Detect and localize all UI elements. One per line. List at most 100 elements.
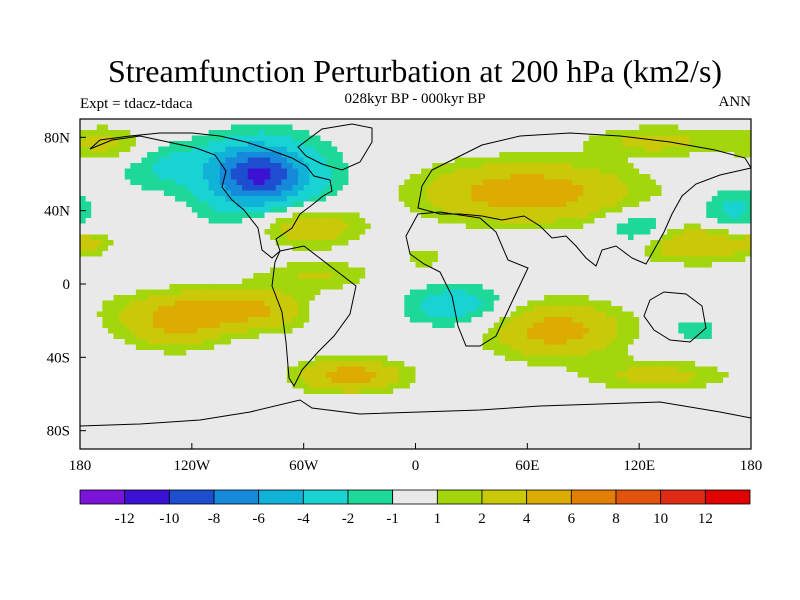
field-cell [432,179,439,186]
field-cell [572,201,579,208]
field-cell [286,212,294,219]
field-cell [723,174,730,181]
field-cell [695,135,702,142]
field-cell [577,328,584,335]
field-cell [706,306,713,313]
field-cell [191,168,199,175]
field-cell [314,124,322,131]
field-cell [516,306,523,313]
field-cell [689,141,696,148]
field-cell [107,322,115,329]
field-cell [348,311,355,318]
field-cell [409,245,417,252]
field-cell [560,190,568,197]
field-cell [236,168,243,175]
field-cell [460,262,467,269]
field-cell [113,322,120,329]
field-cell [711,278,719,285]
field-cell [538,240,545,247]
field-cell [270,229,277,236]
field-cell [616,119,623,126]
field-cell [409,295,417,302]
field-cell [225,344,232,351]
field-cell [359,256,366,263]
field-cell [499,240,506,247]
field-cell [639,339,646,346]
field-cell [588,256,596,263]
field-cell [426,218,433,225]
field-cell [622,196,629,203]
field-cell [611,245,618,252]
field-cell [96,262,103,269]
field-cell [482,229,489,236]
field-cell [180,322,187,329]
field-cell [510,135,517,142]
field-cell [404,306,411,313]
field-cell [706,267,713,274]
field-cell [655,311,663,318]
field-cell [398,146,405,153]
field-cell [353,251,361,258]
field-cell [175,157,182,164]
field-cell [96,218,103,225]
field-cell [499,295,506,302]
field-cell [689,223,696,230]
field-cell [521,223,528,230]
field-cell [465,306,473,313]
field-cell [107,300,115,307]
field-cell [460,322,467,329]
field-cell [588,245,596,252]
field-cell [96,163,103,170]
field-cell [258,196,266,203]
field-cell [169,256,176,263]
field-cell [309,306,316,313]
field-cell [253,152,260,159]
field-cell [728,229,735,236]
field-cell [622,124,629,131]
field-cell [639,262,646,269]
field-cell [437,146,445,153]
field-cell [320,196,327,203]
field-cell [577,245,584,252]
field-cell [683,256,691,263]
field-cell [409,135,417,142]
field-cell [633,251,640,258]
field-cell [409,218,417,225]
field-cell [225,289,232,296]
field-cell [706,130,713,137]
field-cell [163,322,171,329]
field-cell [504,124,512,131]
field-cell [477,262,484,269]
field-cell [583,256,590,263]
field-cell [320,317,327,324]
field-cell [700,201,707,208]
field-cell [409,130,417,137]
field-cell [314,146,322,153]
field-cell [717,278,724,285]
field-cell [203,333,210,340]
field-cell [588,267,596,274]
field-cell [298,223,305,230]
field-cell [342,212,349,219]
field-cell [695,262,702,269]
field-cell [141,251,148,258]
field-cell [488,295,495,302]
field-cell [572,124,579,131]
field-cell [745,278,751,285]
field-cell [298,322,305,329]
field-cell [102,278,109,285]
field-cell [711,284,719,291]
field-cell [706,322,713,329]
field-cell [163,141,171,148]
field-cell [421,273,428,280]
field-cell [555,179,562,186]
field-cell [471,322,478,329]
field-cell [566,212,573,219]
field-cell [337,306,344,313]
field-cell [538,190,545,197]
field-cell [387,333,394,340]
field-cell [337,300,344,307]
field-cell [611,284,618,291]
field-cell [532,174,540,181]
field-cell [482,273,489,280]
